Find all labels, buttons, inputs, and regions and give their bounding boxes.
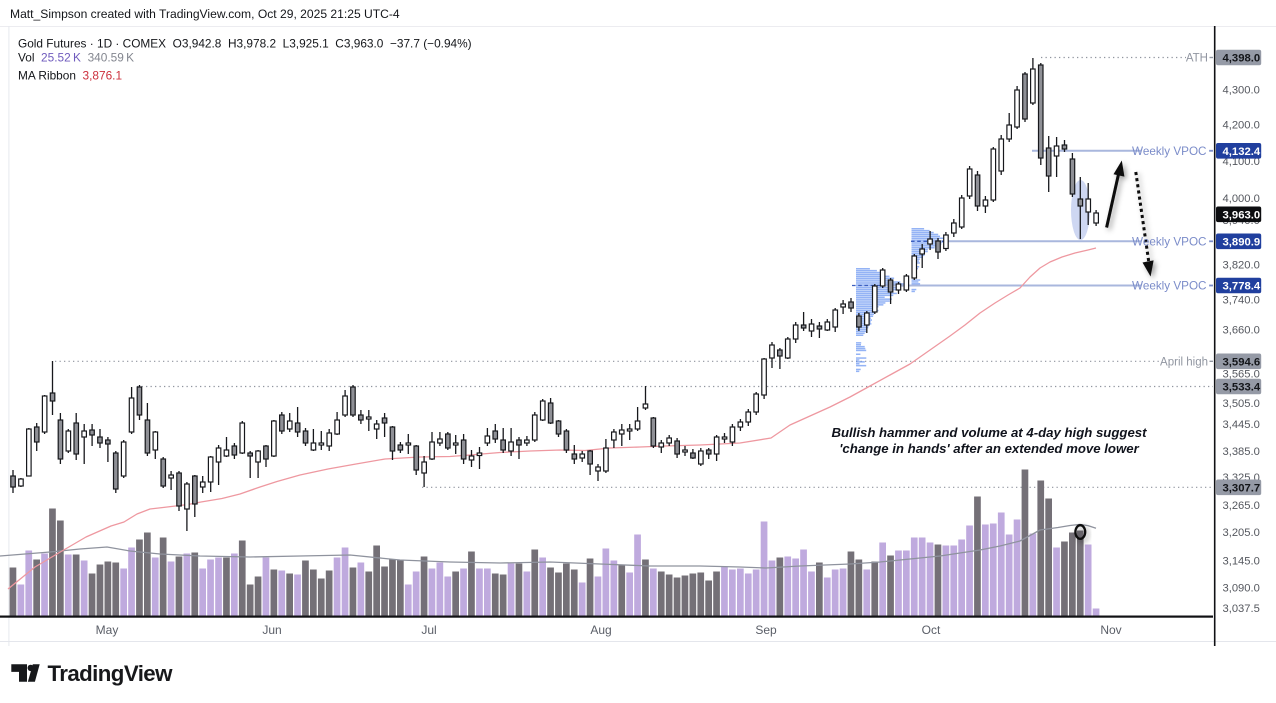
svg-text:4,300.0: 4,300.0 [1223, 84, 1260, 96]
svg-text:Vol 25.52 K 340.59 K: Vol 25.52 K 340.59 K [18, 51, 134, 65]
svg-text:3,565.0: 3,565.0 [1223, 369, 1260, 381]
svg-text:Weekly VPOC: Weekly VPOC [1132, 280, 1206, 293]
svg-text:Jun: Jun [262, 623, 281, 637]
svg-text:3,145.0: 3,145.0 [1223, 556, 1260, 568]
svg-text:4,100.0: 4,100.0 [1223, 156, 1260, 168]
svg-text:Weekly VPOC: Weekly VPOC [1132, 145, 1206, 158]
svg-text:3,778.4: 3,778.4 [1223, 281, 1261, 293]
svg-text:3,205.0: 3,205.0 [1223, 527, 1260, 539]
svg-text:May: May [96, 623, 119, 637]
svg-text:4,200.0: 4,200.0 [1223, 119, 1260, 131]
svg-text:3,533.4: 3,533.4 [1223, 382, 1261, 394]
svg-text:3,740.0: 3,740.0 [1223, 294, 1260, 306]
svg-text:TradingView: TradingView [48, 661, 174, 686]
svg-text:3,890.9: 3,890.9 [1223, 237, 1261, 249]
svg-text:3,820.0: 3,820.0 [1223, 259, 1260, 271]
svg-text:4,000.0: 4,000.0 [1223, 193, 1260, 205]
svg-text:4,398.0: 4,398.0 [1223, 53, 1261, 65]
svg-text:3,265.0: 3,265.0 [1223, 500, 1260, 512]
svg-text:Gold Futures · 1D · COMEX O3,: Gold Futures · 1D · COMEX O3,942.8 H3,97… [18, 37, 472, 51]
svg-text:3,037.5: 3,037.5 [1223, 603, 1260, 615]
svg-text:Weekly VPOC: Weekly VPOC [1132, 235, 1206, 248]
svg-text:3,660.0: 3,660.0 [1223, 325, 1260, 337]
svg-text:3,963.0: 3,963.0 [1223, 210, 1261, 222]
svg-text:3,505.0: 3,505.0 [1223, 398, 1260, 410]
svg-text:3,385.0: 3,385.0 [1223, 446, 1260, 458]
svg-text:4,132.4: 4,132.4 [1223, 146, 1261, 158]
svg-text:Bullish hammer and volume at 4: Bullish hammer and volume at 4-day high … [831, 425, 1147, 440]
svg-text:3,445.0: 3,445.0 [1223, 419, 1260, 431]
svg-text:3,090.0: 3,090.0 [1223, 583, 1260, 595]
svg-text:ATH: ATH [1186, 53, 1208, 65]
svg-text:MA Ribbon 3,876.1: MA Ribbon 3,876.1 [18, 69, 122, 83]
svg-text:Aug: Aug [590, 623, 611, 637]
svg-text:Sep: Sep [755, 623, 777, 637]
svg-text:Matt_Simpson created with Trad: Matt_Simpson created with TradingView.co… [10, 7, 400, 21]
svg-text:Jul: Jul [421, 623, 436, 637]
svg-text:'change in hands' after an ext: 'change in hands' after an extended move… [839, 441, 1139, 456]
svg-text:Nov: Nov [1100, 623, 1121, 637]
svg-text:Oct: Oct [922, 623, 941, 637]
svg-text:3,307.7: 3,307.7 [1223, 483, 1261, 495]
svg-text:3,594.6: 3,594.6 [1223, 357, 1261, 369]
svg-text:April high: April high [1160, 356, 1208, 368]
